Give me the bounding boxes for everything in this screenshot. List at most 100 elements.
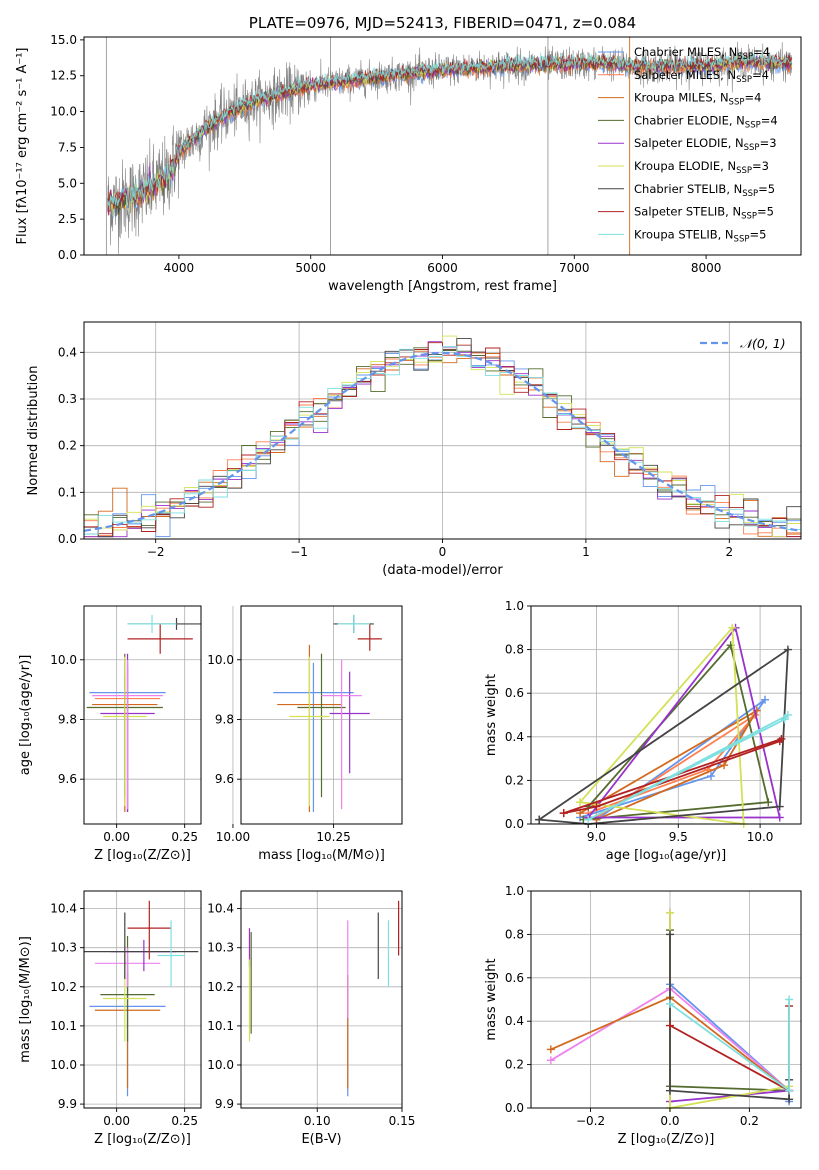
x-tick-label: 9.5	[669, 830, 688, 844]
y-tick-label: 0.1	[58, 485, 77, 499]
model-spectrum-line-8	[107, 52, 793, 213]
x-axis-label: Z [log₁₀(Z/Z⊙)]	[618, 1132, 715, 1147]
errorbar-point-4	[94, 947, 161, 987]
legend-entry-suffix: =3	[760, 136, 777, 150]
legend-entry-suffix: =5	[758, 182, 775, 196]
residual-histogram-panel: −2 −1 0 1 2 0.0 0.1 0.2 0.3 0.4 (data-model)/error…	[26, 321, 802, 578]
y-tick-label: 10.0	[207, 1058, 234, 1072]
x-tick-label: 8000	[691, 261, 722, 275]
mass-weight-marker	[576, 798, 585, 807]
x-axis-label: age [log₁₀(age/yr)]	[606, 848, 727, 863]
mass-weight-marker	[785, 995, 794, 1004]
y-tick-label: 0.0	[505, 1101, 524, 1115]
x-tick-label: −1	[290, 545, 308, 559]
axes-frame	[83, 890, 202, 1109]
y-tick-label: 0.0	[505, 817, 524, 831]
legend-entry-subscript: SSP	[737, 52, 753, 62]
mass-weight-marker	[546, 1045, 555, 1054]
mass-weight-marker	[728, 623, 737, 632]
legend-entry-subscript: SSP	[744, 143, 760, 153]
z-vs-age-panel: 0.00 0.25 9.6 9.8 10.0 Z [log₁₀(Z/Z⊙)] age [lo…	[18, 605, 202, 863]
y-axis-label: Flux [fλ10⁻¹⁷ erg cm⁻² s⁻¹ A⁻¹]	[15, 48, 30, 245]
legend-entry-name: Kroupa MILES, N	[634, 91, 729, 105]
errorbar-point-6	[84, 912, 199, 979]
y-tick-label: 0.4	[58, 345, 77, 359]
x-tick-label: 0.25	[171, 1114, 198, 1128]
mass-weight-marker	[761, 695, 769, 704]
grid-lines	[84, 606, 201, 824]
y-tick-label: 9.8	[215, 712, 234, 726]
mass-weight-marker	[775, 813, 784, 822]
legend-entry-subscript: SSP	[741, 212, 757, 222]
y-tick-label: 15.0	[50, 33, 77, 47]
legend-entry-suffix: =3	[752, 159, 769, 173]
mass-weight-line-8	[587, 714, 789, 821]
y-tick-label: 0.4	[505, 1014, 524, 1028]
legend-entry-3: Chabrier ELODIE, NSSP=4	[634, 113, 778, 130]
legend-entry-subscript: SSP	[742, 189, 758, 199]
x-tick-label: 2	[725, 545, 733, 559]
x-axis-label: Z [log₁₀(Z/Z⊙)]	[94, 848, 191, 863]
errorbar-point-8	[337, 614, 370, 633]
y-tick-label: 2.5	[58, 212, 77, 226]
x-tick-label: 6000	[427, 261, 458, 275]
legend-entry-7: Salpeter STELIB, NSSP=5	[634, 205, 774, 222]
x-tick-label: 10.00	[216, 830, 250, 844]
errorbar-point-5	[103, 656, 147, 807]
legend-entry-subscript: SSP	[745, 120, 761, 130]
mass-weight-marker	[777, 734, 786, 743]
mass-weight-marker	[764, 798, 773, 807]
x-tick-label: 0.2	[740, 1114, 759, 1128]
y-axis-label: mass weight	[484, 958, 499, 1040]
legend-entry-name: Chabrier MILES, N	[634, 45, 737, 59]
x-tick-label: 10.0	[747, 830, 774, 844]
legend-entry-suffix: =4	[752, 68, 769, 82]
ebv-vs-mass-panel: 0.10 0.15 9.9 10.0 10.1 10.2 10.3 10.4 E(B-V)	[207, 890, 416, 1147]
legend-entry-suffix: =5	[749, 227, 766, 241]
y-tick-label: 10.0	[50, 653, 77, 667]
errorbar-point-7	[357, 623, 382, 651]
x-axis-label: E(B-V)	[301, 1132, 341, 1147]
x-tick-label: 5000	[295, 261, 326, 275]
y-tick-label: 10.3	[50, 941, 77, 955]
y-tick-label: 9.6	[58, 772, 77, 786]
y-tick-label: 10.4	[207, 902, 234, 916]
x-tick-label: 0.00	[103, 830, 130, 844]
x-axis-label: Z [log₁₀(Z/Z⊙)]	[94, 1132, 191, 1147]
x-tick-label: 0.15	[389, 1114, 416, 1128]
x-tick-label: 10.25	[316, 830, 350, 844]
mass-weight-line-4	[669, 912, 790, 1103]
axes-frame	[240, 605, 403, 825]
mass-weight-marker	[665, 1021, 674, 1030]
y-tick-label: 9.9	[58, 1097, 77, 1111]
legend-entry-4: Salpeter ELODIE, NSSP=3	[634, 136, 777, 153]
axes-frame	[530, 605, 802, 825]
mass-weight-marker	[775, 802, 784, 811]
y-tick-label: 0.0	[58, 532, 77, 546]
y-tick-label: 10.0	[50, 105, 77, 119]
mass-weight-marker	[780, 715, 789, 724]
y-tick-label: 9.8	[58, 712, 77, 726]
legend-entry-name: Kroupa STELIB, N	[634, 227, 734, 241]
errorbar-point-0	[273, 662, 354, 813]
x-tick-label: 0.00	[103, 1114, 130, 1128]
errorbar-point-3	[329, 671, 370, 774]
legend-entry-6: Chabrier STELIB, NSSP=5	[634, 182, 775, 199]
y-tick-label: 10.0	[207, 653, 234, 667]
y-tick-label: 10.1	[207, 1019, 234, 1033]
mass-weight-marker	[707, 772, 715, 781]
mass-weight-marker	[720, 761, 729, 770]
grid-lines	[84, 891, 201, 1108]
y-tick-label: 10.3	[207, 941, 234, 955]
y-tick-label: 7.5	[58, 140, 77, 154]
y-tick-label: 1.0	[505, 599, 524, 613]
y-tick-label: 5.0	[58, 176, 77, 190]
y-tick-label: 9.9	[215, 1097, 234, 1111]
age-vs-massweight-panel: 9.0 9.5 10.0 0.0 0.2 0.4 0.6 0.8 1.0 age [log₁₀(a…	[484, 599, 802, 863]
y-axis-label: mass weight	[484, 674, 499, 756]
mass-weight-line-4	[587, 625, 781, 819]
mass-weight-marker	[665, 908, 674, 917]
errorbar-points	[84, 900, 199, 1097]
mass-weight-marker	[535, 815, 544, 824]
